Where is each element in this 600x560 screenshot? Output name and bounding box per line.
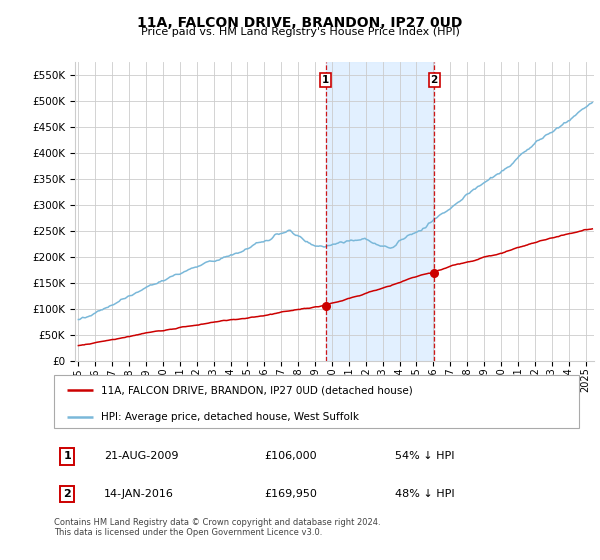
Text: 21-AUG-2009: 21-AUG-2009 (104, 451, 178, 461)
Text: 1: 1 (322, 75, 329, 85)
Text: 2: 2 (63, 489, 71, 499)
Text: £169,950: £169,950 (264, 489, 317, 499)
Text: 11A, FALCON DRIVE, BRANDON, IP27 0UD (detached house): 11A, FALCON DRIVE, BRANDON, IP27 0UD (de… (101, 385, 413, 395)
Text: 48% ↓ HPI: 48% ↓ HPI (395, 489, 455, 499)
Text: 1: 1 (63, 451, 71, 461)
Text: Price paid vs. HM Land Registry's House Price Index (HPI): Price paid vs. HM Land Registry's House … (140, 27, 460, 37)
Bar (326, 62, 434, 361)
Text: 54% ↓ HPI: 54% ↓ HPI (395, 451, 455, 461)
Text: 11A, FALCON DRIVE, BRANDON, IP27 0UD: 11A, FALCON DRIVE, BRANDON, IP27 0UD (137, 16, 463, 30)
Text: Contains HM Land Registry data © Crown copyright and database right 2024.
This d: Contains HM Land Registry data © Crown c… (54, 518, 380, 538)
Text: 14-JAN-2016: 14-JAN-2016 (104, 489, 174, 499)
Text: 2: 2 (430, 75, 437, 85)
FancyBboxPatch shape (54, 375, 579, 428)
Text: £106,000: £106,000 (264, 451, 317, 461)
Text: HPI: Average price, detached house, West Suffolk: HPI: Average price, detached house, West… (101, 412, 359, 422)
